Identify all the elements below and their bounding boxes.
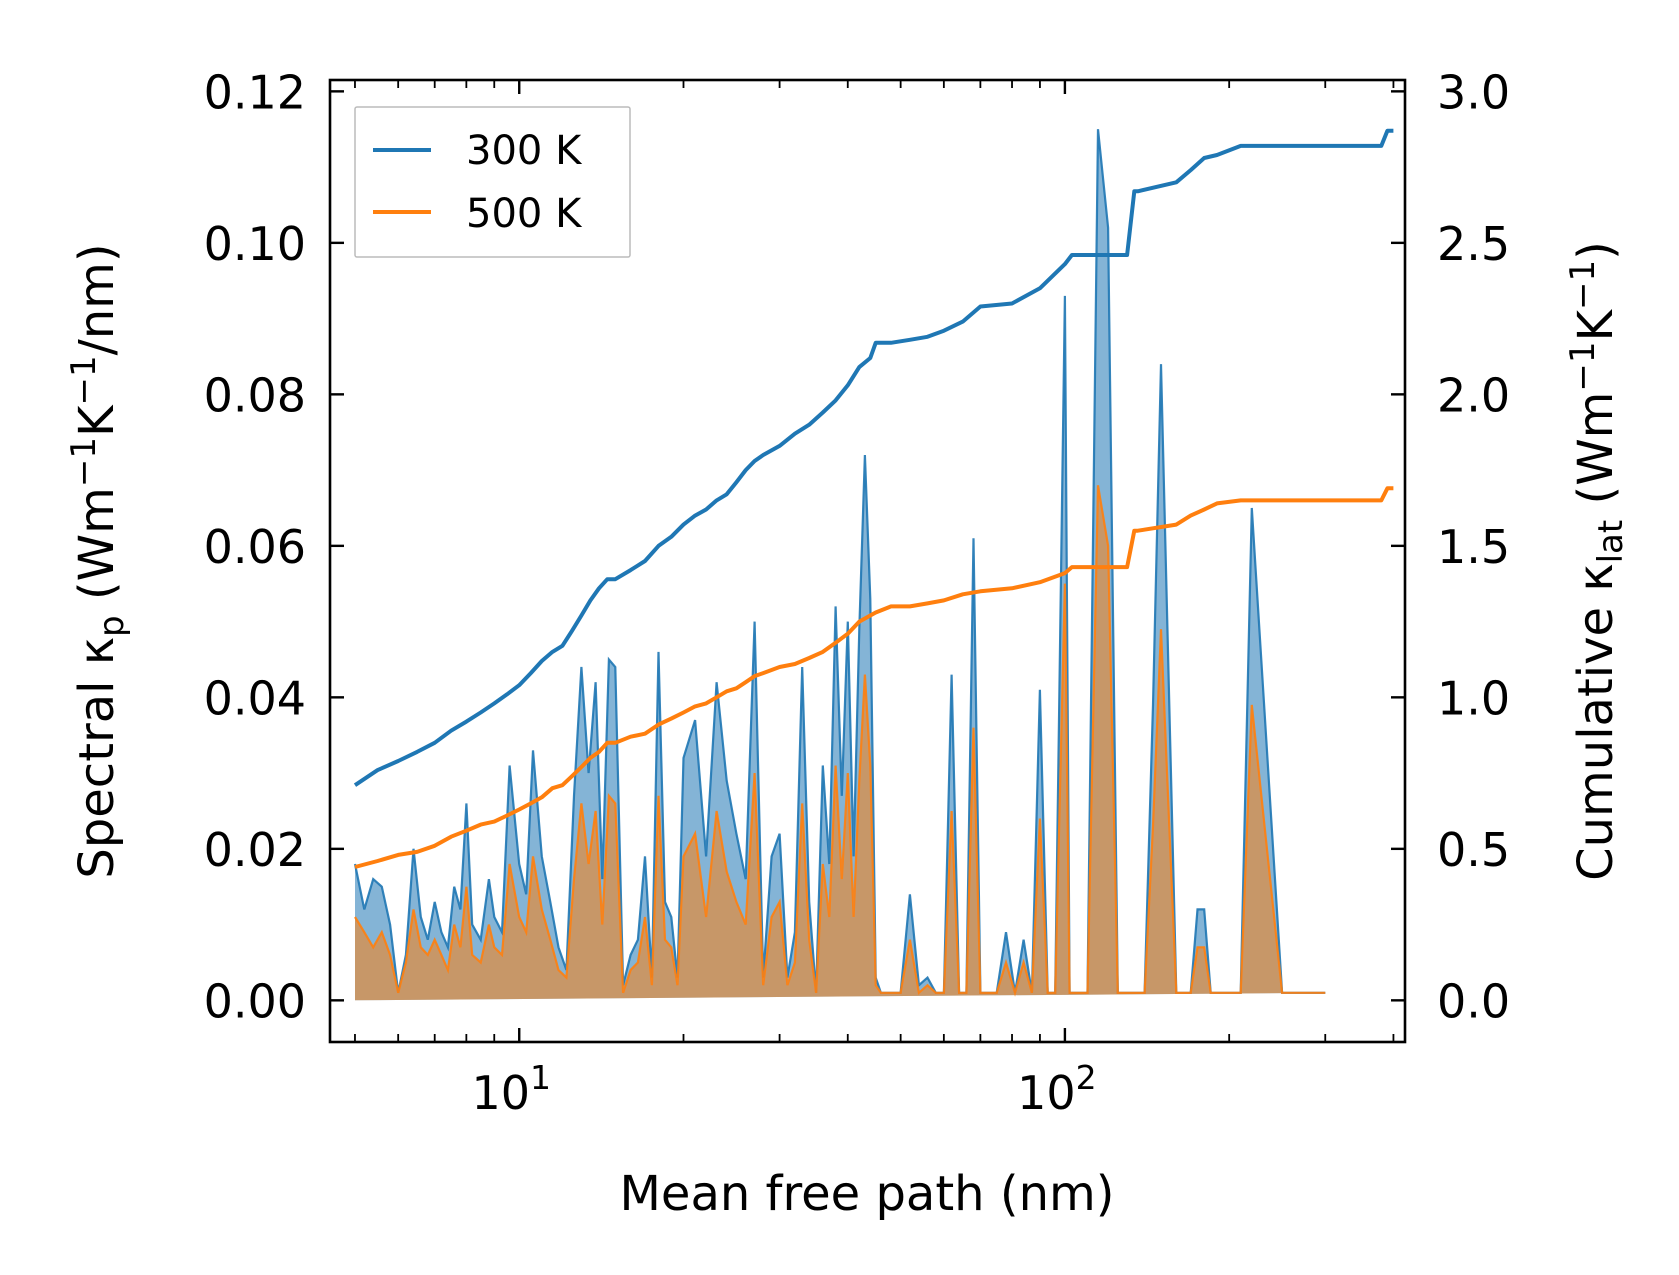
- cumulative-line-500k: [354, 486, 1394, 869]
- spectral-line-500k: [354, 485, 1326, 997]
- y-left-label-sup1: −1: [64, 437, 104, 487]
- y-left-tick-label: 0.08: [204, 368, 306, 422]
- y-right-tick-label: 0.0: [1437, 974, 1510, 1028]
- y-left-label-sup2: −1: [64, 355, 104, 405]
- y-left-label-unit-post: /nm): [69, 243, 125, 355]
- y-left-tick-label: 0.02: [204, 823, 306, 877]
- y-left-label-sub: p: [92, 615, 132, 637]
- x-axis-label: Mean free path (nm): [620, 1166, 1115, 1222]
- y-left-tick-label: 0.04: [204, 671, 306, 725]
- y-left-label-unit-pre: (Wm: [69, 487, 125, 615]
- y-axis-label-right: Cumulative κlat (Wm−1K−1): [1563, 241, 1631, 881]
- y-left-tick-label: 0.06: [204, 520, 306, 574]
- y-left-tick-label: 0.10: [204, 217, 306, 271]
- y-right-tick-label: 1.0: [1437, 671, 1510, 725]
- y-right-label-unit-mid: K: [1568, 308, 1624, 341]
- y-right-tick-label: 0.5: [1437, 823, 1510, 877]
- y-right-tick-label: 3.0: [1437, 65, 1510, 119]
- x-tick-label: 101: [471, 1058, 551, 1120]
- y-right-label-sub: lat: [1591, 520, 1631, 564]
- x-tick-label: 102: [1017, 1058, 1097, 1120]
- y-right-label-main: Cumulative κ: [1568, 563, 1624, 881]
- y-axis-label-left: Spectral κp (Wm−1K−1/nm): [64, 243, 132, 878]
- plot-frame: [328, 78, 1407, 1044]
- spectral-fill-300k: [355, 129, 1326, 1001]
- y-right-tick-label: 2.0: [1437, 368, 1510, 422]
- spectral-line-300k: [353, 129, 1326, 994]
- y-left-label-unit-mid: K: [69, 404, 125, 437]
- spectral-fill-layer: [353, 129, 1326, 1001]
- series-line-layer: [353, 128, 1394, 869]
- y-right-label-sup2: −1: [1563, 260, 1603, 310]
- legend-label-300k: 300 K: [466, 128, 583, 174]
- legend-label-500k: 500 K: [466, 191, 583, 237]
- legend: 300 K 500 K: [354, 106, 631, 258]
- axis-ticks: 0.00 0.02 0.04 0.06 0.08 0.10 0.12 0.0 0.5 1.0 1.5…: [204, 65, 1511, 1120]
- y-right-tick-label: 1.5: [1437, 520, 1510, 574]
- y-right-label-unit-pre: (Wm: [1568, 392, 1624, 520]
- y-right-label-unit-post: ): [1568, 241, 1624, 260]
- y-right-tick-label: 2.5: [1437, 217, 1510, 271]
- spectral-fill-500k: [355, 485, 1326, 1001]
- y-left-tick-label: 0.12: [204, 65, 306, 119]
- cumulative-line-300k: [353, 128, 1394, 787]
- y-right-label-sup1: −1: [1563, 341, 1603, 391]
- y-left-tick-label: 0.00: [204, 974, 306, 1028]
- y-left-label-main: Spectral κ: [69, 637, 125, 879]
- legend-box: [354, 106, 631, 258]
